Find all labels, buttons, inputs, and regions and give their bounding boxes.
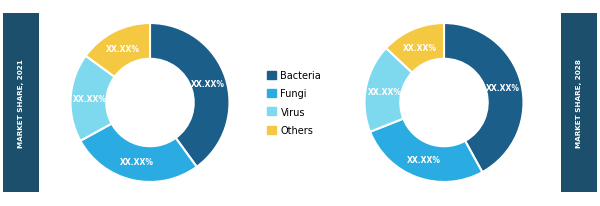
Wedge shape — [71, 56, 115, 141]
Text: MARKET SHARE, 2028: MARKET SHARE, 2028 — [576, 59, 582, 147]
Wedge shape — [365, 49, 412, 132]
Legend: Bacteria, Fungi, Virus, Others: Bacteria, Fungi, Virus, Others — [267, 71, 321, 135]
Text: XX.XX%: XX.XX% — [190, 80, 224, 89]
Wedge shape — [386, 24, 444, 73]
Wedge shape — [86, 24, 150, 77]
Text: XX.XX%: XX.XX% — [403, 43, 437, 52]
Text: XX.XX%: XX.XX% — [120, 157, 154, 166]
Wedge shape — [150, 24, 229, 167]
Text: MARKET SHARE, 2021: MARKET SHARE, 2021 — [18, 59, 24, 147]
Text: XX.XX%: XX.XX% — [368, 87, 401, 96]
Wedge shape — [80, 124, 197, 182]
Text: XX.XX%: XX.XX% — [106, 45, 140, 54]
Wedge shape — [444, 24, 523, 172]
Text: XX.XX%: XX.XX% — [485, 84, 520, 92]
Wedge shape — [370, 119, 482, 182]
Text: XX.XX%: XX.XX% — [73, 95, 107, 104]
Text: XX.XX%: XX.XX% — [407, 155, 440, 164]
